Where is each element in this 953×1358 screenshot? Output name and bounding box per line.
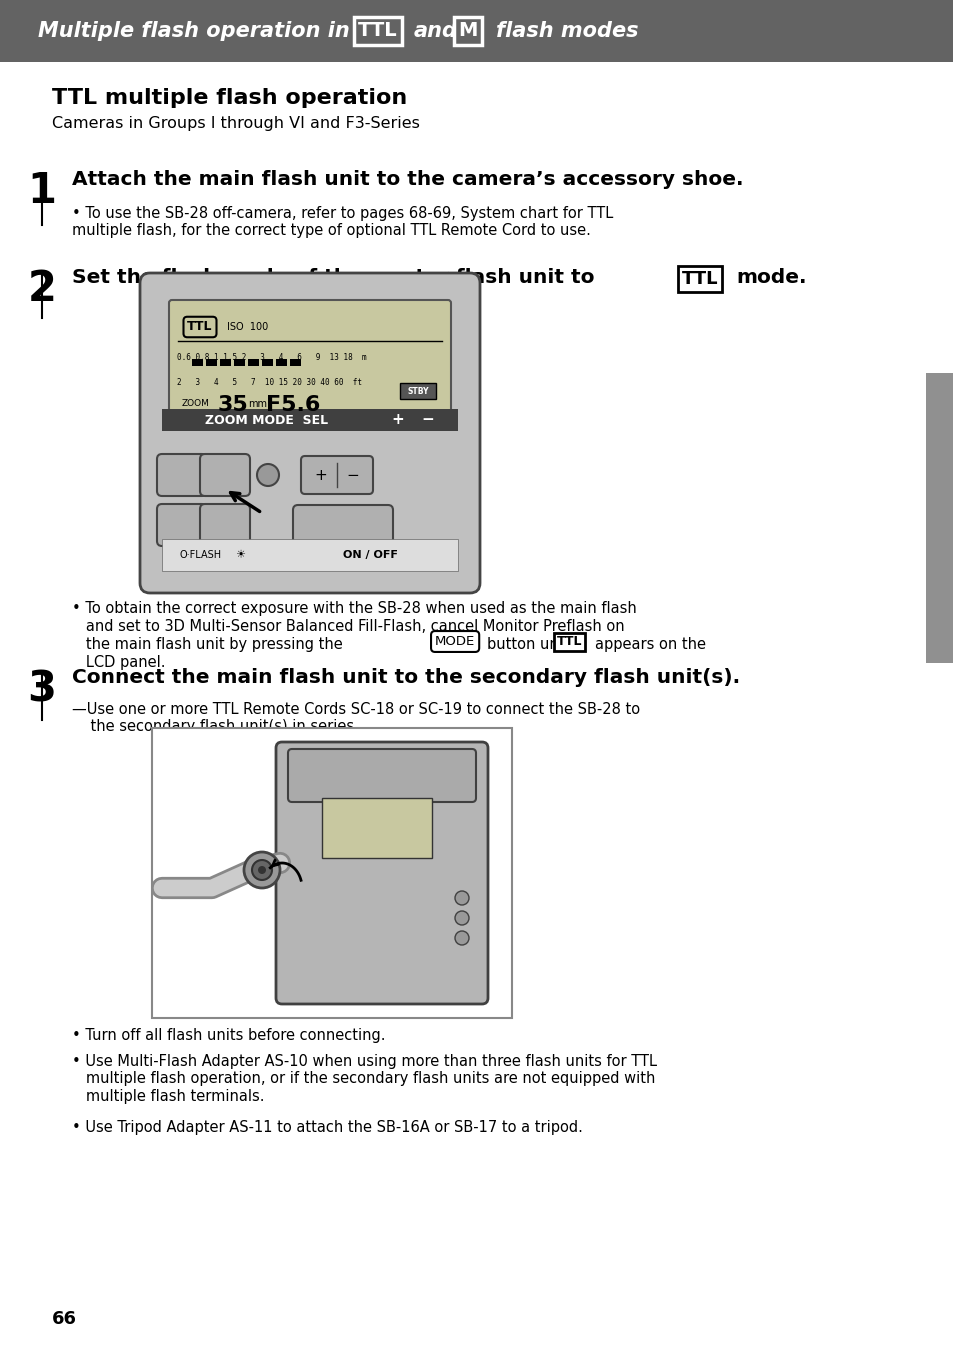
- Text: F5.6: F5.6: [266, 395, 320, 416]
- Text: 2   3   4   5   7  10 15 20 30 40 60  ft: 2 3 4 5 7 10 15 20 30 40 60 ft: [177, 378, 361, 387]
- Text: • To obtain the correct exposure with the SB-28 when used as the main flash: • To obtain the correct exposure with th…: [71, 602, 636, 617]
- Bar: [322, 799, 432, 858]
- FancyBboxPatch shape: [288, 750, 476, 803]
- Bar: [192, 359, 203, 367]
- Text: TTL multiple flash operation: TTL multiple flash operation: [52, 88, 407, 109]
- Text: 3: 3: [28, 668, 56, 710]
- Text: mm: mm: [248, 399, 267, 409]
- FancyBboxPatch shape: [399, 383, 436, 399]
- Text: Cameras in Groups I through VI and F3-Series: Cameras in Groups I through VI and F3-Se…: [52, 115, 419, 130]
- Text: and: and: [414, 20, 457, 41]
- Bar: [290, 359, 301, 367]
- Text: the main flash unit by pressing the: the main flash unit by pressing the: [71, 637, 342, 652]
- Text: LCD panel.: LCD panel.: [71, 655, 165, 669]
- Text: TTL: TTL: [187, 320, 213, 334]
- Text: STBY: STBY: [407, 387, 428, 395]
- Text: 2: 2: [28, 268, 56, 310]
- Text: ON / OFF: ON / OFF: [342, 550, 397, 559]
- FancyBboxPatch shape: [301, 456, 373, 494]
- FancyBboxPatch shape: [169, 300, 451, 426]
- Text: MODE: MODE: [435, 636, 475, 648]
- Bar: [248, 359, 258, 367]
- Text: 66: 66: [52, 1310, 77, 1328]
- Text: Connect the main flash unit to the secondary flash unit(s).: Connect the main flash unit to the secon…: [71, 668, 740, 687]
- Bar: [162, 539, 457, 570]
- Circle shape: [455, 932, 469, 945]
- Text: —Use one or more TTL Remote Cords SC-18 or SC-19 to connect the SB-28 to
    the: —Use one or more TTL Remote Cords SC-18 …: [71, 702, 639, 735]
- FancyBboxPatch shape: [140, 273, 479, 593]
- Text: 0.6 0.8 1 1.5 2   3   4   6   9  13 18  m: 0.6 0.8 1 1.5 2 3 4 6 9 13 18 m: [177, 353, 366, 363]
- Text: 1: 1: [28, 170, 56, 212]
- Text: Multiple flash operation in: Multiple flash operation in: [38, 20, 350, 41]
- Text: • To use the SB-28 off-camera, refer to pages 68-69, System chart for TTL
multip: • To use the SB-28 off-camera, refer to …: [71, 206, 613, 239]
- Circle shape: [455, 911, 469, 925]
- Text: M: M: [457, 22, 477, 41]
- Text: Set the flash mode of the master flash unit to: Set the flash mode of the master flash u…: [71, 268, 594, 287]
- Text: +: +: [392, 413, 404, 428]
- Text: +: +: [314, 467, 327, 482]
- Text: TTL: TTL: [681, 270, 718, 288]
- Text: ZOOM MODE  SEL: ZOOM MODE SEL: [205, 413, 328, 426]
- Text: Attach the main flash unit to the camera’s accessory shoe.: Attach the main flash unit to the camera…: [71, 170, 742, 189]
- Bar: [206, 359, 216, 367]
- FancyBboxPatch shape: [200, 454, 250, 496]
- Circle shape: [455, 891, 469, 904]
- Text: TTL: TTL: [557, 636, 582, 648]
- Circle shape: [256, 464, 278, 486]
- Text: mode.: mode.: [735, 268, 805, 287]
- FancyBboxPatch shape: [157, 504, 207, 546]
- Text: ISO  100: ISO 100: [227, 322, 268, 331]
- Text: ☀: ☀: [234, 550, 245, 559]
- Text: button until: button until: [486, 637, 572, 652]
- Text: −: −: [346, 467, 359, 482]
- FancyBboxPatch shape: [275, 741, 488, 1004]
- Bar: [275, 359, 287, 367]
- Text: • Turn off all flash units before connecting.: • Turn off all flash units before connec…: [71, 1028, 385, 1043]
- Text: −: −: [421, 413, 434, 428]
- Bar: [0, 0, 953, 62]
- Bar: [220, 359, 231, 367]
- Bar: [925, 373, 953, 663]
- FancyBboxPatch shape: [157, 454, 207, 496]
- Text: flash modes: flash modes: [496, 20, 638, 41]
- FancyBboxPatch shape: [200, 504, 250, 546]
- Circle shape: [252, 860, 272, 880]
- Text: • Use Tripod Adapter AS-11 to attach the SB-16A or SB-17 to a tripod.: • Use Tripod Adapter AS-11 to attach the…: [71, 1120, 582, 1135]
- Text: TTL: TTL: [357, 22, 397, 41]
- Circle shape: [257, 866, 266, 875]
- Bar: [162, 409, 457, 430]
- Text: appears on the: appears on the: [595, 637, 705, 652]
- Bar: [262, 359, 273, 367]
- Text: • Use Multi-Flash Adapter AS-10 when using more than three flash units for TTL
 : • Use Multi-Flash Adapter AS-10 when usi…: [71, 1054, 657, 1104]
- Text: 35: 35: [218, 395, 249, 416]
- Circle shape: [244, 851, 280, 888]
- Text: ZOOM: ZOOM: [182, 399, 210, 407]
- Bar: [152, 728, 512, 1018]
- Text: and set to 3D Multi-Sensor Balanced Fill-Flash, cancel Monitor Preflash on: and set to 3D Multi-Sensor Balanced Fill…: [71, 619, 624, 634]
- Text: O·FLASH: O·FLASH: [180, 550, 222, 559]
- Bar: [233, 359, 245, 367]
- FancyBboxPatch shape: [293, 505, 393, 545]
